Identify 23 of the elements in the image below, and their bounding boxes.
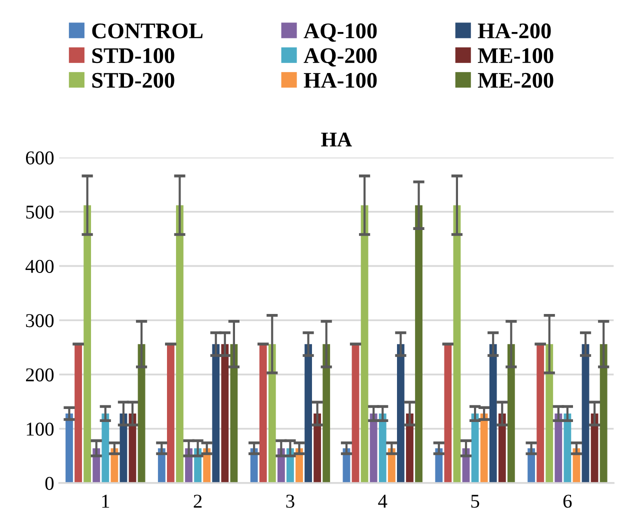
y-tick-label: 100	[26, 422, 54, 436]
y-tick-label: 300	[26, 314, 54, 328]
legend-label: ME-100	[478, 48, 554, 64]
y-tick-label: 500	[26, 206, 54, 219]
legend-label: CONTROL	[92, 23, 203, 38]
x-tick-label: 5	[471, 494, 480, 508]
y-tick-label: 0	[45, 476, 54, 490]
y-tick-label: 400	[26, 260, 54, 273]
legend-label: AQ-100	[304, 23, 377, 42]
legend-label: AQ-200	[304, 48, 377, 67]
legend-label: HA-100	[304, 72, 377, 88]
x-tick-label: 1	[102, 494, 110, 508]
x-tick-label: 3	[286, 494, 294, 508]
y-tick-label: 600	[26, 151, 54, 164]
legend-label: HA-200	[478, 23, 551, 38]
y-tick-label: 200	[26, 368, 54, 382]
legend-label: STD-200	[92, 72, 174, 88]
x-tick-label: 6	[563, 494, 572, 508]
chart-title: HA	[321, 132, 352, 146]
legend-label: ME-200	[478, 72, 554, 88]
legend-label: STD-100	[92, 48, 174, 64]
x-tick-label: 2	[194, 494, 202, 508]
x-tick-label: 4	[378, 494, 388, 508]
